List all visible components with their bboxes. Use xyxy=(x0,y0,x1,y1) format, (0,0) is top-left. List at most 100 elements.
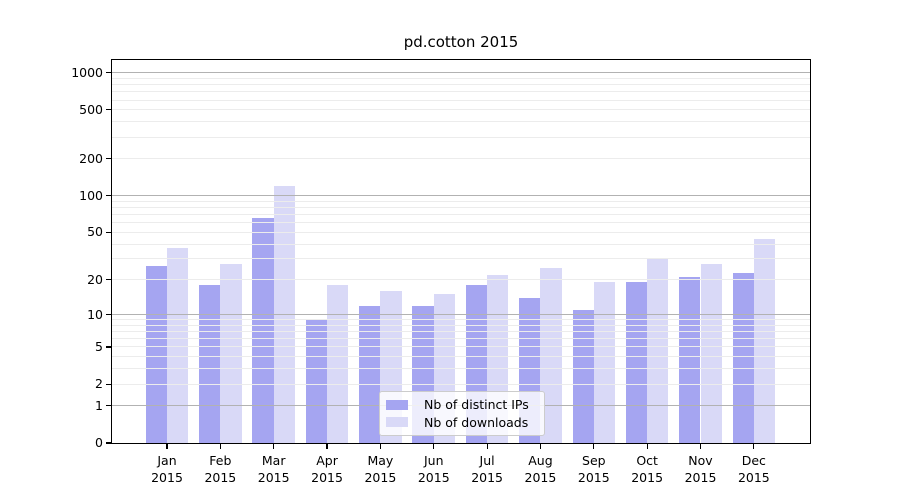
minor-y-gridline xyxy=(112,91,810,93)
x-tick-label-sep: Sep 2015 xyxy=(577,453,610,485)
grid-layer xyxy=(112,60,810,443)
bar-mar-distinct-ips xyxy=(252,217,274,443)
y-tick-mark xyxy=(106,313,112,316)
bar-sep-downloads xyxy=(593,282,616,443)
x-tick-mark xyxy=(326,443,328,449)
minor-y-gridline xyxy=(112,214,810,216)
x-tick-label-may: May 2015 xyxy=(364,453,397,485)
x-tick-label-oct: Oct 2015 xyxy=(631,453,664,485)
bar-oct-distinct-ips xyxy=(625,282,648,443)
minor-y-gridline xyxy=(112,77,810,79)
bar-apr-downloads xyxy=(327,285,349,443)
minor-y-gridline xyxy=(112,231,810,233)
legend-item-downloads: Nb of downloads xyxy=(386,415,538,430)
bar-apr-distinct-ips xyxy=(305,319,328,443)
y-tick-label: 100 xyxy=(79,187,103,203)
bar-dec-distinct-ips xyxy=(732,272,754,443)
minor-y-gridline xyxy=(112,346,810,348)
major-y-gridline xyxy=(112,72,810,74)
y-tick-mark xyxy=(106,442,112,444)
x-tick-mark xyxy=(539,443,542,449)
minor-y-gridline xyxy=(112,258,810,260)
minor-y-gridline xyxy=(112,356,810,358)
x-tick-mark xyxy=(219,443,221,449)
minor-y-gridline xyxy=(112,331,810,333)
minor-y-gridline xyxy=(112,207,810,209)
y-tick-label: 2 xyxy=(95,376,103,392)
x-tick-label-jul: Jul 2015 xyxy=(471,453,503,485)
bar-aug-downloads xyxy=(540,268,562,443)
x-tick-mark xyxy=(593,443,595,449)
minor-y-gridline xyxy=(112,243,810,245)
x-tick-label-dec: Dec 2015 xyxy=(737,453,770,485)
bar-oct-downloads xyxy=(647,258,669,443)
legend: Nb of distinct IPs Nb of downloads xyxy=(379,391,545,436)
y-tick-label: 0 xyxy=(95,435,103,450)
y-tick-label: 1 xyxy=(95,397,103,413)
y-tick-mark xyxy=(106,405,112,407)
minor-y-gridline xyxy=(112,109,810,111)
bar-nov-distinct-ips xyxy=(679,277,701,443)
minor-y-gridline xyxy=(112,200,810,202)
x-tick-mark xyxy=(166,443,168,449)
minor-y-gridline xyxy=(112,136,810,138)
x-tick-label-nov: Nov 2015 xyxy=(684,453,717,485)
bar-jan-downloads xyxy=(167,248,189,443)
minor-y-gridline xyxy=(112,99,810,101)
bar-sep-distinct-ips xyxy=(572,309,594,443)
bar-feb-downloads xyxy=(220,264,242,443)
y-tick-label: 5 xyxy=(95,338,103,354)
y-tick-label: 200 xyxy=(79,150,103,166)
x-tick-label-apr: Apr 2015 xyxy=(311,453,343,485)
minor-y-gridline xyxy=(112,279,810,281)
legend-label-distinct-ips: Nb of distinct IPs xyxy=(424,397,529,413)
y-tick-label: 50 xyxy=(87,224,103,240)
minor-y-gridline xyxy=(112,324,810,326)
minor-y-gridline xyxy=(112,368,810,370)
minor-y-gridline xyxy=(112,338,810,340)
x-tick-label-feb: Feb 2015 xyxy=(204,453,237,485)
y-tick-mark xyxy=(106,383,112,385)
x-tick-label-aug: Aug 2015 xyxy=(524,453,557,485)
x-tick-mark xyxy=(486,443,488,449)
bar-may-distinct-ips xyxy=(359,305,381,443)
minor-y-gridline xyxy=(112,319,810,321)
x-tick-mark xyxy=(699,443,702,449)
distinct-ips-color-swatch xyxy=(386,399,408,410)
x-tick-mark xyxy=(753,443,755,449)
bar-nov-downloads xyxy=(700,264,722,443)
bar-jan-distinct-ips xyxy=(145,266,167,443)
y-tick-mark xyxy=(106,72,112,74)
x-tick-label-jan: Jan 2015 xyxy=(151,453,183,485)
plot-area xyxy=(112,60,810,443)
bar-feb-distinct-ips xyxy=(199,285,221,443)
x-tick-mark xyxy=(646,443,648,449)
x-tick-mark xyxy=(273,443,275,449)
y-tick-label: 20 xyxy=(87,271,103,287)
minor-y-gridline xyxy=(112,383,810,385)
bar-dec-downloads xyxy=(753,239,776,443)
y-tick-label: 1000 xyxy=(71,64,103,80)
y-tick-mark xyxy=(106,109,112,111)
minor-y-gridline xyxy=(112,121,810,123)
chart-title: pd.cotton 2015 xyxy=(403,33,519,51)
minor-y-gridline xyxy=(112,84,810,86)
legend-label-downloads: Nb of downloads xyxy=(424,414,529,430)
legend-item-distinct-ips: Nb of distinct IPs xyxy=(386,397,538,412)
y-tick-mark xyxy=(106,195,112,197)
x-tick-mark xyxy=(433,443,435,449)
y-tick-mark xyxy=(106,231,112,233)
x-tick-mark xyxy=(379,443,381,449)
major-y-gridline xyxy=(112,195,810,197)
y-tick-mark xyxy=(106,279,112,281)
minor-y-gridline xyxy=(112,158,810,160)
y-tick-label: 500 xyxy=(79,101,103,117)
x-tick-label-mar: Mar 2015 xyxy=(257,453,290,485)
downloads-color-swatch xyxy=(386,417,408,428)
y-tick-mark xyxy=(106,158,112,160)
y-tick-mark xyxy=(106,346,112,348)
major-y-gridline xyxy=(112,314,810,315)
minor-y-gridline xyxy=(112,222,810,224)
y-tick-label: 10 xyxy=(87,306,103,322)
